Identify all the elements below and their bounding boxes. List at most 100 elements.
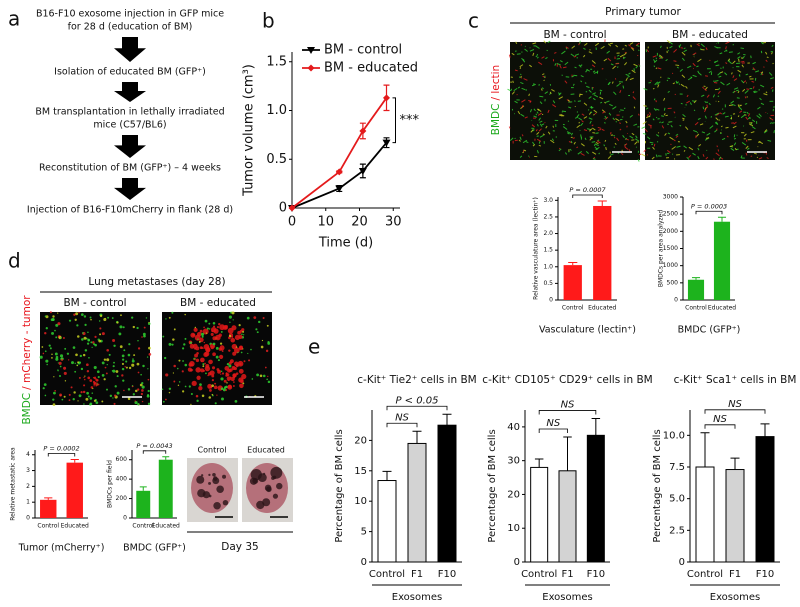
texture [75,312,79,316]
texture [713,81,718,84]
texture [214,382,217,385]
y-axis-label: Relative vasculature area (lectin⁺) [533,197,540,300]
texture [237,351,239,354]
texture [684,126,689,130]
texture [591,141,596,143]
y-tick-label: 3 [26,467,30,474]
texture [692,62,696,67]
texture [673,111,676,114]
texture [172,372,175,374]
texture [94,335,97,338]
x-tick-label: Control [562,305,584,312]
texture [122,358,125,361]
legend-marker [307,47,315,54]
texture [520,81,524,85]
texture [682,117,685,120]
y-tick-label: 5.0 [669,494,685,505]
texture [517,110,521,115]
texture [629,42,634,45]
texture [123,389,125,392]
texture [216,394,218,396]
texture [561,50,566,55]
texture [710,116,712,118]
series-line [291,142,388,209]
texture [206,346,210,350]
texture [70,386,73,389]
texture [142,364,145,368]
flow-arrow [114,135,146,158]
texture [602,110,606,114]
texture [740,155,743,159]
texture [220,330,223,333]
texture [80,367,84,371]
y-tick-label: 0 [123,515,127,522]
texture [740,60,745,63]
texture [758,140,764,145]
texture [83,378,86,381]
texture [613,91,617,96]
texture [631,132,635,136]
photo-title: Control [198,446,227,455]
texture [678,44,682,48]
texture [522,151,524,154]
texture [648,124,652,127]
texture [238,345,243,351]
texture [93,399,97,402]
texture [78,394,82,398]
texture [625,77,628,82]
texture [523,149,527,152]
texture [140,392,144,396]
texture [533,108,536,112]
texture [694,121,699,126]
marker [335,168,343,176]
error-bar [568,261,578,266]
texture [567,132,570,135]
texture [559,65,562,69]
texture [624,137,628,140]
texture [239,383,244,389]
texture [201,335,204,338]
texture [508,54,511,58]
texture [681,74,686,79]
texture [733,121,737,125]
texture [184,385,187,388]
texture [94,376,96,378]
texture [591,127,596,131]
texture [565,47,568,50]
texture [132,393,135,396]
nodule [201,474,204,477]
texture [592,158,596,160]
texture [656,134,660,137]
texture [521,99,526,103]
texture [205,372,207,375]
y-tick-label: 0 [279,201,287,216]
x-tick-label: Control [685,305,707,312]
x-tick-label: F1 [561,569,573,580]
texture [267,375,269,377]
texture [148,346,151,350]
texture [42,387,45,390]
texture [233,347,240,354]
texture [564,80,568,84]
texture [96,381,98,383]
texture [603,58,608,62]
texture [643,149,647,153]
texture [683,49,687,53]
texture [232,366,234,368]
texture [601,45,605,49]
texture [745,145,749,149]
panel-label: c [468,9,479,33]
micrograph [39,311,152,406]
texture [103,318,107,322]
x-tick-label: Control [369,569,405,580]
texture [536,123,539,127]
texture [740,47,744,50]
flow-step: Isolation of educated BM (GFP⁺) [54,67,206,78]
texture [116,321,119,324]
texture [596,140,601,144]
texture [184,363,188,367]
texture [717,72,722,76]
texture [721,137,726,141]
texture [140,373,142,376]
texture [103,378,106,381]
